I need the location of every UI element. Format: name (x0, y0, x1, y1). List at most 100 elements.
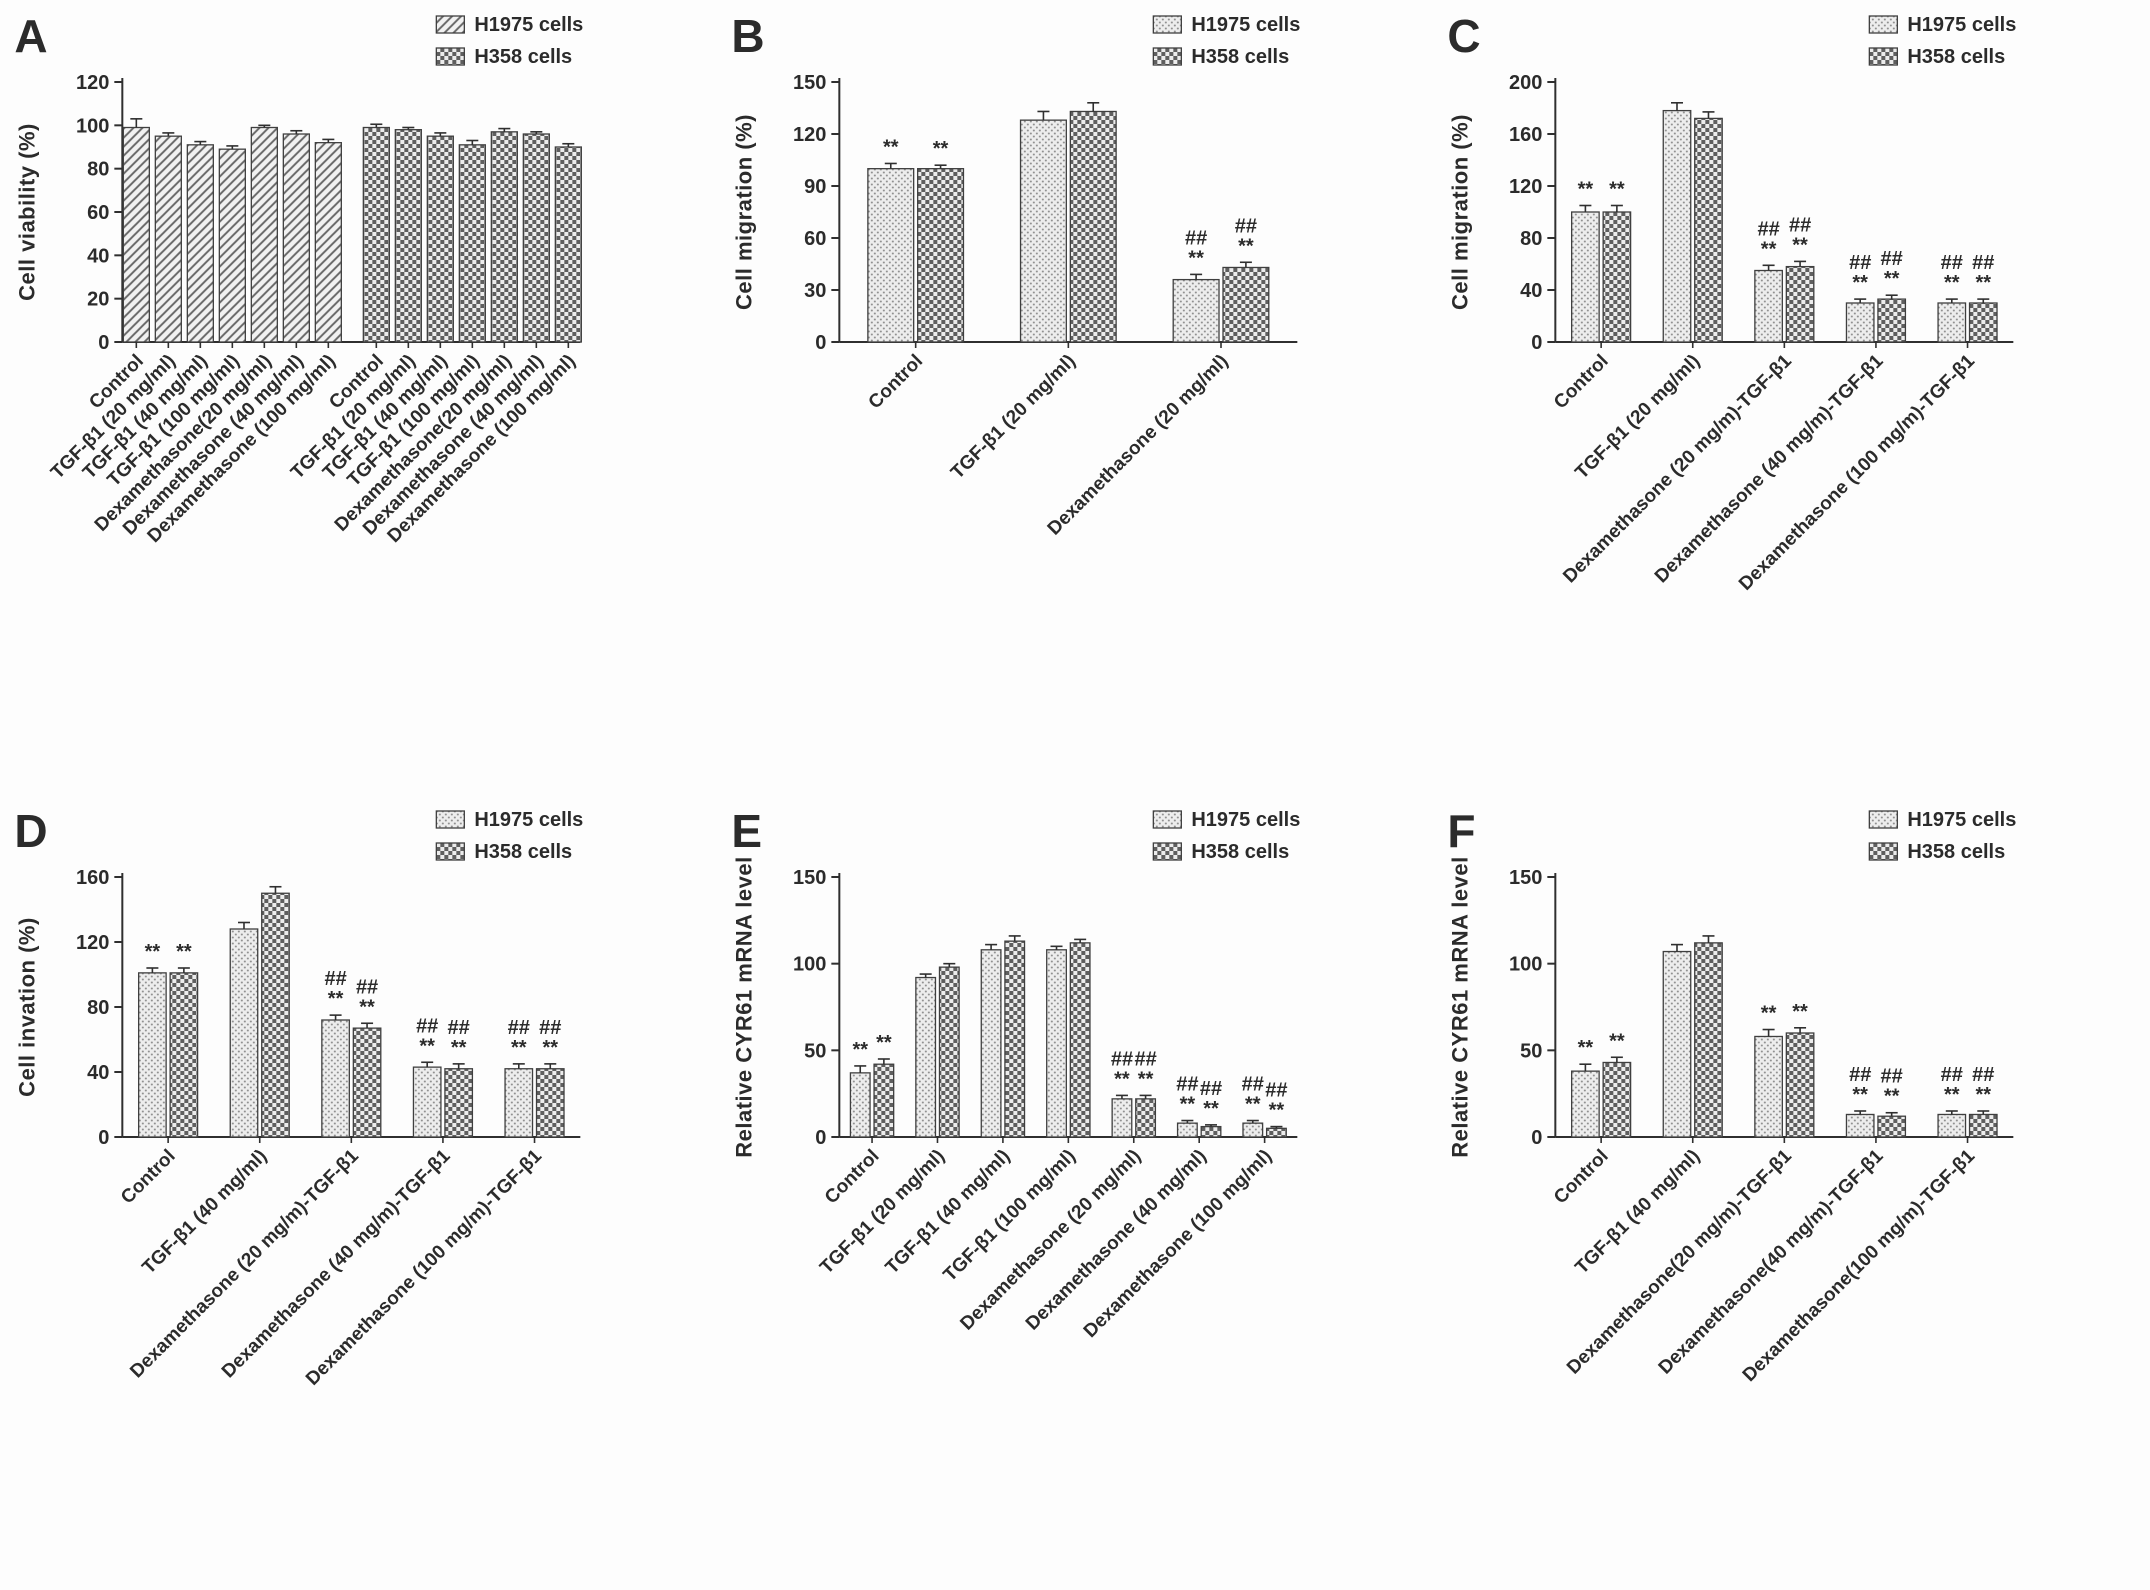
bar (169, 972, 199, 1138)
bar (535, 1068, 565, 1138)
bar (1937, 302, 1967, 343)
bar (1754, 1035, 1784, 1138)
significance-annotation: ** (852, 1039, 868, 1061)
significance-annotation: ## (1200, 1078, 1222, 1100)
significance-annotation: ** (451, 1037, 467, 1059)
significance-annotation: ## (1941, 252, 1963, 274)
significance-annotation: ## (539, 1017, 561, 1039)
significance-annotation: ** (1853, 1084, 1869, 1106)
legend-label: H358 cells (474, 46, 572, 68)
bar (282, 133, 310, 343)
panel-letter: C (1448, 10, 1481, 62)
y-tick-label: 40 (87, 1062, 109, 1084)
y-tick-label: 60 (804, 228, 826, 250)
significance-annotation: ## (324, 968, 346, 990)
bar (1571, 1070, 1601, 1138)
y-tick-label: 120 (76, 72, 109, 94)
bar (412, 1066, 442, 1138)
y-tick-label: 0 (815, 332, 826, 354)
significance-annotation: ** (145, 941, 161, 963)
significance-annotation: ## (1972, 252, 1994, 274)
bar (1222, 266, 1270, 343)
bar (1069, 942, 1091, 1138)
y-axis-title: Relative CYR61 mRNA level (731, 856, 756, 1157)
legend-swatch-dots (1869, 15, 1899, 34)
y-tick-label: 100 (793, 954, 826, 976)
panel-c-cell-migration: C 0 40 80 120 160 200 Cell migration (%) ** ** ** #… (1433, 0, 2150, 795)
significance-annotation: ** (876, 1032, 892, 1054)
x-tick-label: TGF-β1 (20 mg/ml) (947, 351, 1080, 484)
y-tick-label: 150 (793, 72, 826, 94)
bar (426, 135, 454, 343)
bar (1602, 211, 1632, 343)
x-tick-label: Control (1550, 1146, 1613, 1209)
y-tick-label: 30 (804, 280, 826, 302)
bar (914, 976, 936, 1138)
significance-annotation: ## (448, 1017, 470, 1039)
bar (916, 168, 964, 343)
panel-d-cell-invasion: D 0 40 80 120 160 Cell invation (%) ** ** ** ## ** #… (0, 795, 717, 1590)
significance-annotation: ## (1134, 1048, 1156, 1070)
x-tick-label: Control (1550, 351, 1613, 414)
bar (1069, 110, 1117, 343)
legend-label: H358 cells (1908, 46, 2006, 68)
legend-swatch-checker (1152, 842, 1182, 861)
y-tick-label: 80 (87, 159, 109, 181)
y-tick-label: 0 (1532, 332, 1543, 354)
significance-annotation: ** (1793, 1001, 1809, 1023)
y-tick-label: 80 (1520, 228, 1542, 250)
bar (1176, 1122, 1198, 1138)
significance-annotation: ## (1234, 215, 1256, 237)
y-axis-title: Cell migration (%) (1448, 114, 1473, 310)
y-tick-label: 100 (1509, 954, 1542, 976)
significance-annotation: ** (1578, 1037, 1594, 1059)
y-axis-title: Cell invation (%) (14, 917, 39, 1097)
bar (1694, 117, 1724, 343)
bar (1134, 1098, 1156, 1138)
significance-annotation: ** (1761, 1003, 1777, 1025)
bar (1003, 940, 1025, 1138)
bar (866, 168, 914, 343)
panel-letter: E (731, 805, 762, 857)
significance-annotation: ** (1944, 1084, 1960, 1106)
bar (1877, 298, 1907, 343)
significance-annotation: ## (508, 1017, 530, 1039)
bar (504, 1068, 534, 1138)
bar (1786, 265, 1815, 343)
significance-annotation: ** (1976, 1084, 1992, 1106)
bar (1111, 1098, 1133, 1138)
bar (1969, 1113, 1998, 1138)
panel-e-cyr61-mrna: E 0 50 100 150 Relative CYR61 mRNA level ** ** *… (717, 795, 1434, 1590)
y-tick-label: 200 (1509, 72, 1542, 94)
bar (1241, 1122, 1263, 1138)
significance-annotation: ** (1238, 235, 1254, 257)
y-tick-label: 120 (76, 932, 109, 954)
significance-annotation: ** (1578, 179, 1594, 201)
significance-annotation: ## (1941, 1064, 1963, 1086)
y-tick-label: 50 (1520, 1040, 1542, 1062)
y-tick-label: 0 (98, 332, 109, 354)
legend-label: H1975 cells (1191, 809, 1300, 831)
x-tick-label: Control (821, 1146, 884, 1209)
bar (458, 144, 486, 343)
bar (1846, 302, 1875, 343)
significance-annotation: ** (1114, 1068, 1130, 1090)
panel-letter: D (14, 805, 47, 857)
legend-swatch-checker (1152, 47, 1182, 66)
significance-annotation: ** (883, 136, 899, 158)
y-tick-label: 80 (87, 997, 109, 1019)
significance-annotation: ** (1944, 272, 1960, 294)
bar (362, 126, 390, 343)
significance-annotation: ** (1188, 247, 1204, 269)
bar (186, 144, 214, 343)
significance-annotation: ## (416, 1015, 438, 1037)
significance-annotation: ## (1241, 1074, 1263, 1096)
significance-annotation: ** (1761, 238, 1777, 260)
bar (154, 135, 182, 343)
bar (352, 1027, 382, 1138)
x-tick-label: Control (117, 1146, 180, 1209)
y-tick-label: 0 (98, 1127, 109, 1149)
legend-label: H1975 cells (1908, 14, 2017, 36)
